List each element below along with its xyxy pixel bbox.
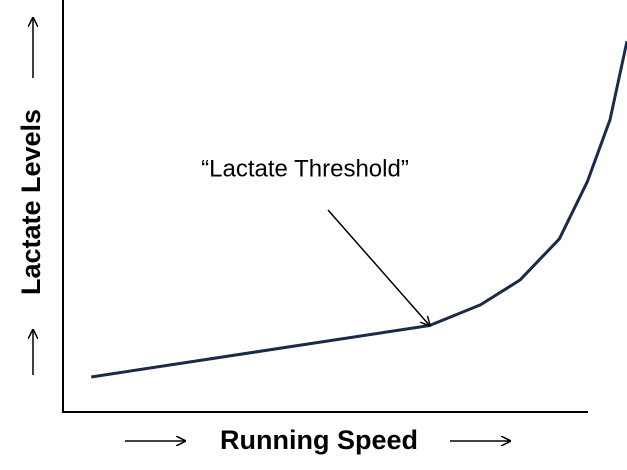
x-axis-title: Running Speed <box>220 425 418 455</box>
y-axis-title: Lactate Levels <box>16 109 46 295</box>
annotation: “Lactate Threshold” <box>201 155 409 182</box>
data-line <box>90 40 627 379</box>
annotation-arrow <box>327 209 430 325</box>
